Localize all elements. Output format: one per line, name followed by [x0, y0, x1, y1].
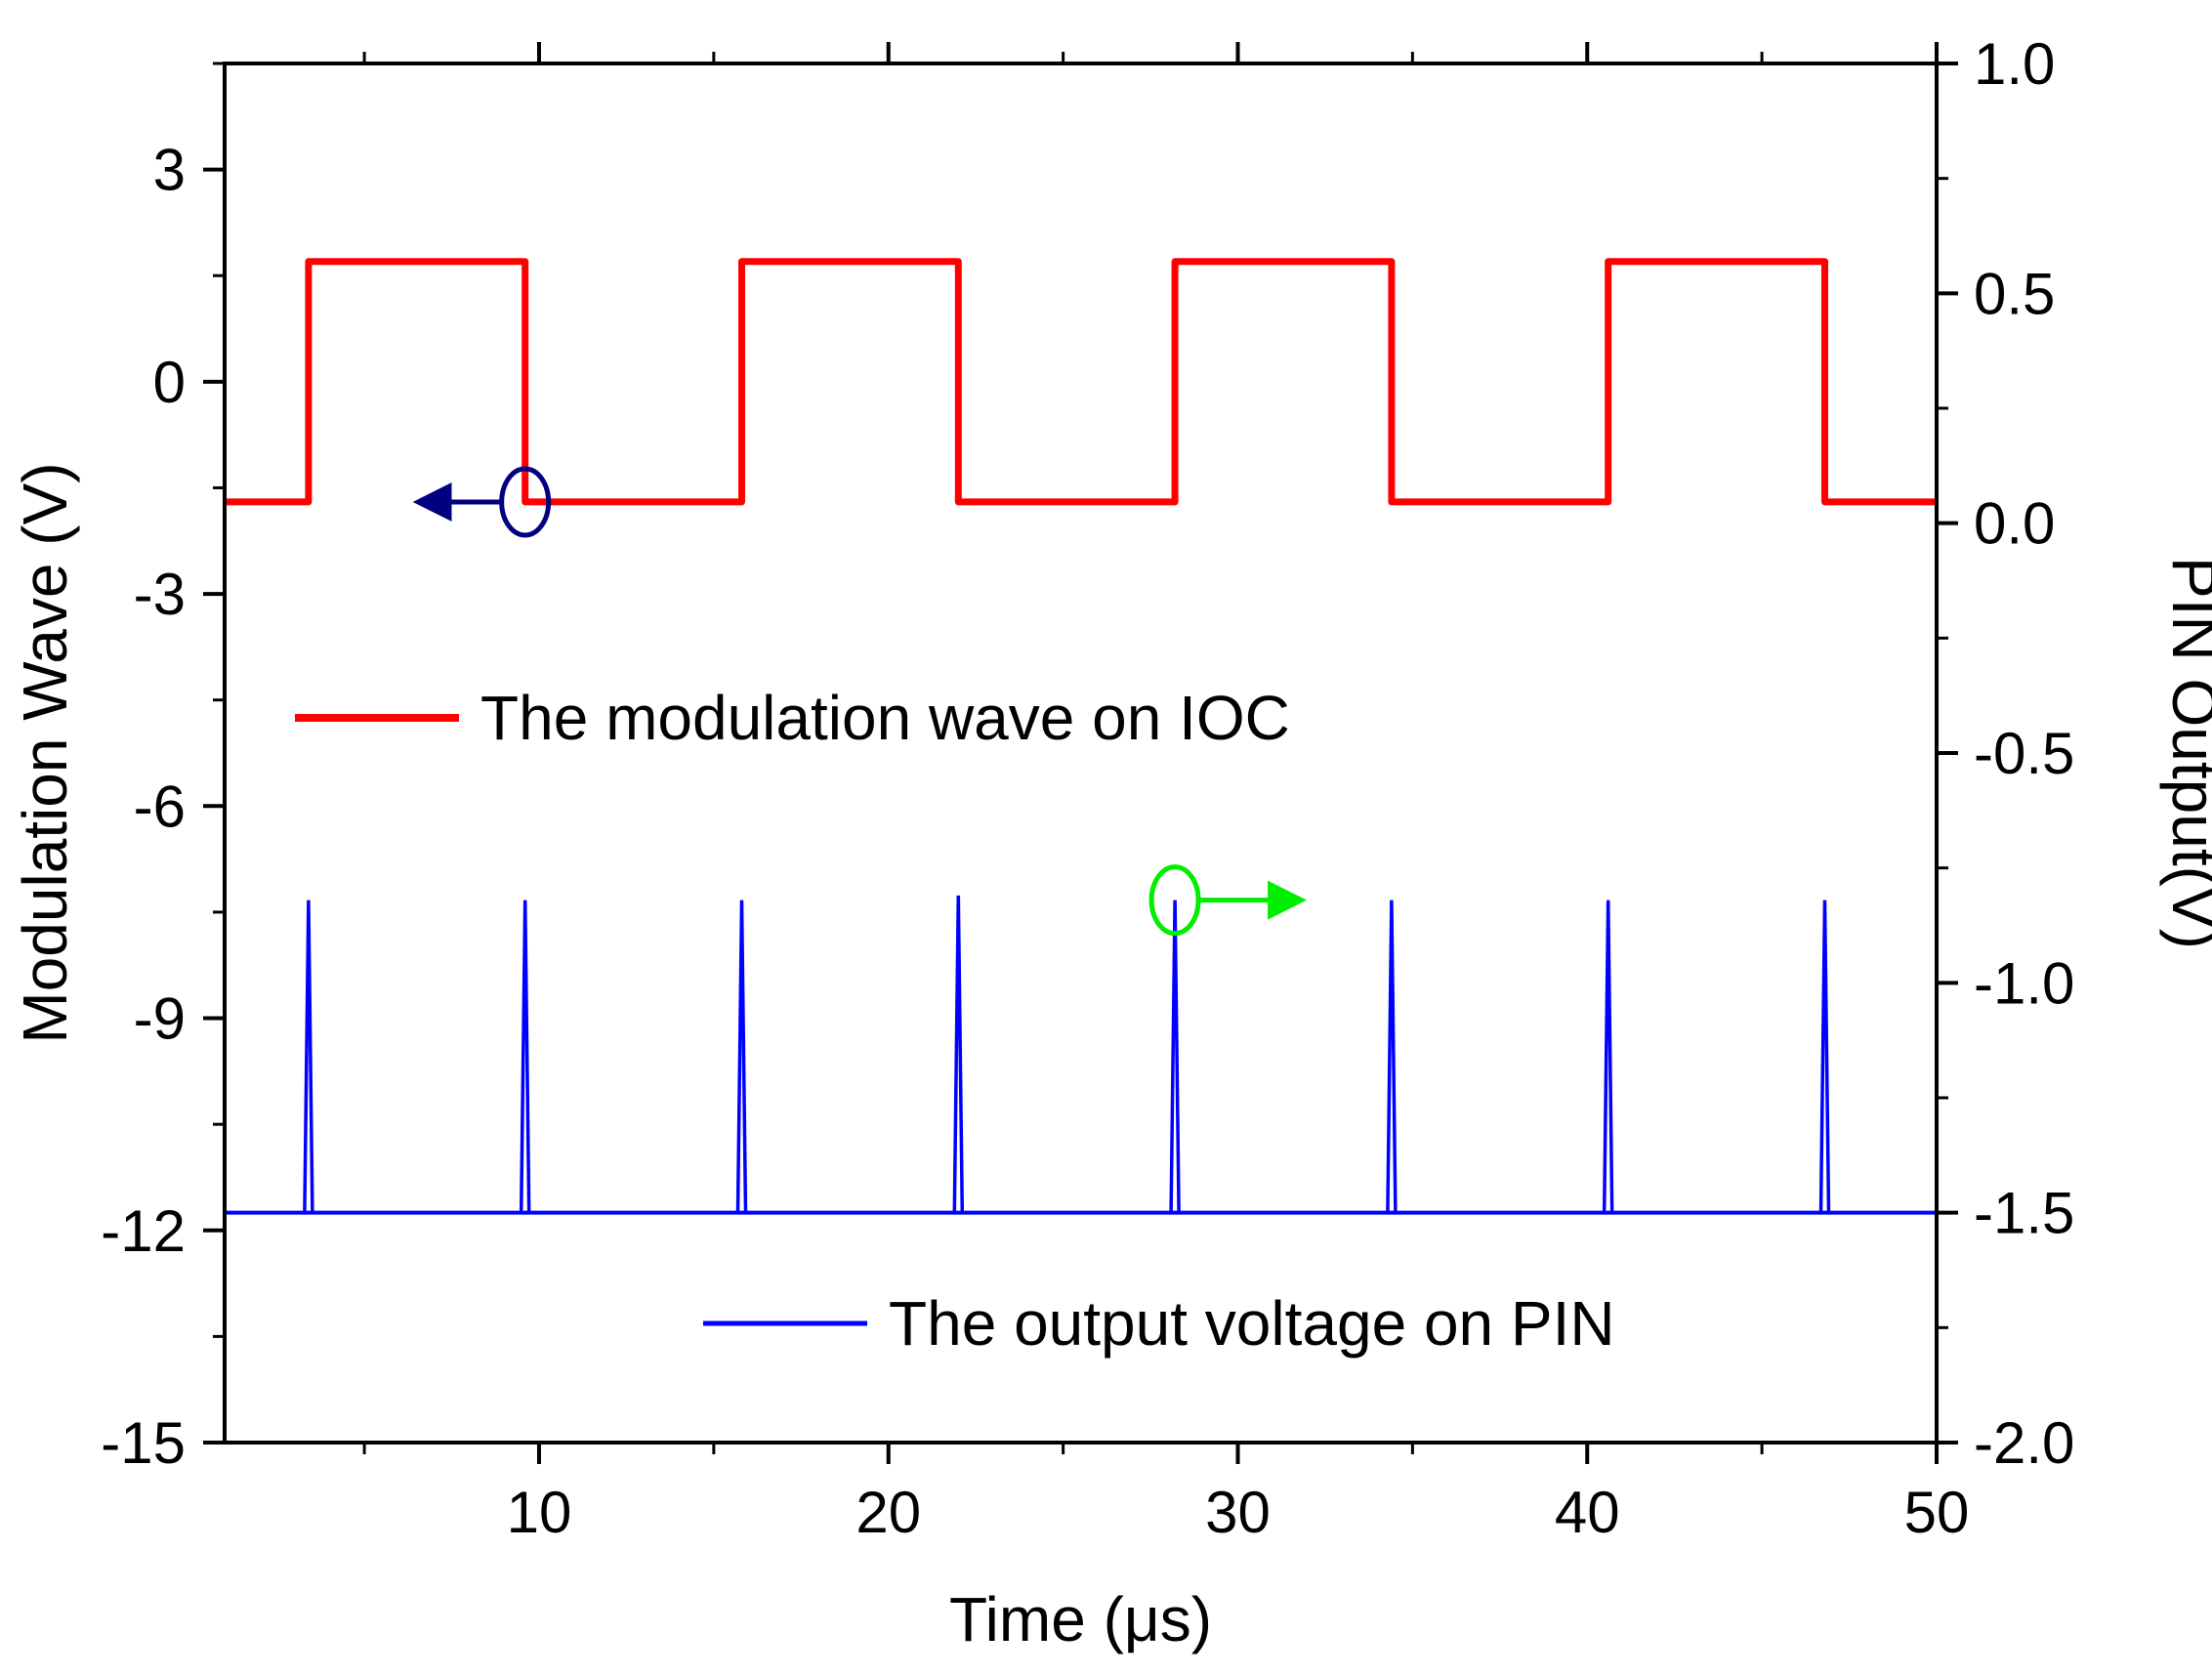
x-axis-title: Time (μs): [949, 1584, 1212, 1654]
y-left-tick-label: -6: [134, 774, 186, 839]
x-tick-label: 50: [1904, 1480, 1970, 1545]
pin-output-spike: [303, 900, 314, 1213]
axes-layer: 10 20 30 40 5030-3-6-9-12-151.00.50.0-0.5-1.…: [101, 31, 2074, 1545]
annotation-circle: [499, 466, 552, 538]
y-left-tick-label: -9: [134, 986, 186, 1052]
pin-output-spike: [952, 895, 965, 1213]
left-y-axis-title: Modulation Wave (V): [10, 462, 80, 1043]
y-left-tick-label: -3: [134, 562, 186, 627]
y-left-tick-label: 0: [153, 350, 186, 415]
plot-frame: [223, 62, 1939, 1445]
y-right-tick-label: -0.5: [1974, 721, 2074, 786]
pin-output-spike: [1386, 900, 1398, 1213]
legend-label: The modulation wave on IOC: [480, 683, 1290, 753]
pin-output-spike: [1169, 900, 1181, 1213]
series-layer: [225, 258, 1937, 1215]
pin-output-spike: [519, 900, 531, 1213]
y-left-tick-label: 3: [153, 138, 186, 203]
x-tick-label: 20: [856, 1480, 921, 1545]
right-y-axis-title: PIN Output(V): [2159, 557, 2212, 949]
y-left-tick-label: -12: [101, 1198, 186, 1264]
x-tick-label: 30: [1205, 1480, 1271, 1545]
x-tick-label: 10: [507, 1480, 572, 1545]
y-left-tick-label: -15: [101, 1410, 186, 1476]
y-right-tick-label: -1.0: [1974, 950, 2074, 1016]
pin-output-spike: [735, 900, 748, 1213]
y-right-tick-label: -1.5: [1974, 1181, 2074, 1246]
legend: The modulation wave on IOC The output vol…: [295, 683, 1615, 1359]
pin-output-spike: [1602, 900, 1614, 1213]
y-right-tick-label: 0.5: [1974, 261, 2055, 326]
y-right-tick-label: 0.0: [1974, 491, 2055, 557]
legend-label: The output voltage on PIN: [889, 1288, 1615, 1359]
annotation-circle: [1148, 864, 1201, 937]
modulation-wave-line: [225, 258, 1937, 506]
y-right-tick-label: 1.0: [1974, 31, 2055, 97]
y-right-tick-label: -2.0: [1974, 1410, 2074, 1476]
pin-output-spike: [1818, 900, 1831, 1213]
annotation-layer: [412, 466, 1308, 937]
x-tick-label: 40: [1555, 1480, 1620, 1545]
